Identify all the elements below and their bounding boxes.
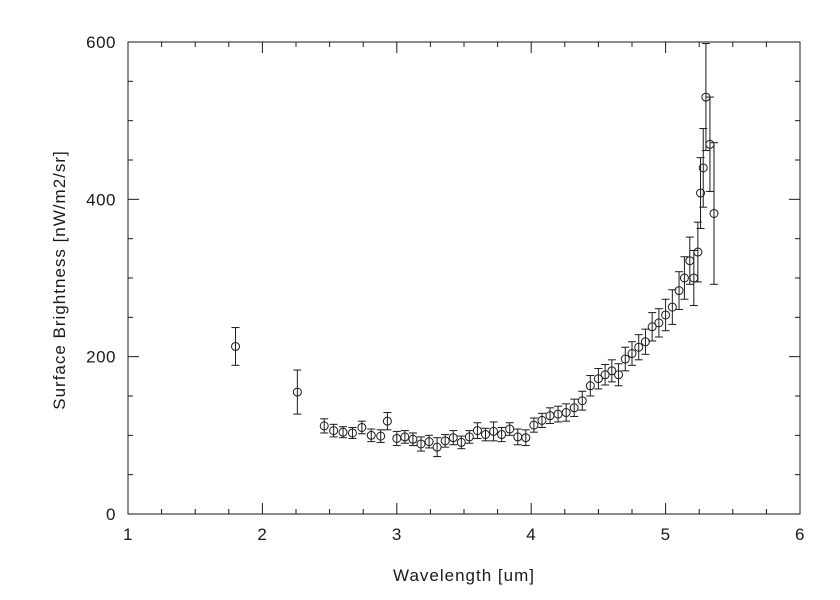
data-point-marker bbox=[537, 415, 547, 425]
data-point-marker bbox=[416, 439, 426, 449]
data-point-marker bbox=[627, 349, 637, 359]
data-point-marker bbox=[634, 342, 644, 352]
data-point-marker bbox=[382, 416, 392, 426]
data-point-marker bbox=[338, 427, 348, 437]
data-point-marker bbox=[640, 337, 650, 347]
data-point-marker bbox=[440, 436, 450, 446]
data-point-marker bbox=[329, 426, 339, 436]
y-tick-label: 200 bbox=[86, 348, 116, 367]
x-tick-label: 5 bbox=[661, 525, 671, 544]
x-tick-label: 3 bbox=[392, 525, 402, 544]
x-tick-label: 2 bbox=[257, 525, 267, 544]
data-point-marker bbox=[464, 432, 474, 442]
data-point-marker bbox=[577, 396, 587, 406]
data-point-marker bbox=[529, 420, 539, 430]
data-point-marker bbox=[505, 424, 515, 434]
data-point-marker bbox=[408, 434, 418, 444]
data-point-marker bbox=[521, 433, 531, 443]
y-tick-label: 600 bbox=[86, 33, 116, 52]
data-point-marker bbox=[456, 437, 466, 447]
data-point-marker bbox=[231, 341, 241, 351]
data-point-marker bbox=[357, 422, 367, 432]
tick-labels: 1 2 3 4 5 6 0 200 400 600 bbox=[86, 33, 805, 544]
data-point-marker bbox=[489, 426, 499, 436]
y-tick-label: 400 bbox=[86, 190, 116, 209]
data-point-marker bbox=[376, 431, 386, 441]
data-point-marker bbox=[693, 247, 703, 257]
data-point-marker bbox=[561, 408, 571, 418]
data-point-marker bbox=[347, 428, 357, 438]
data-point-marker bbox=[600, 370, 610, 380]
data-point-marker bbox=[424, 437, 434, 447]
data-point-marker bbox=[661, 310, 671, 320]
data-point-marker bbox=[709, 208, 719, 218]
data-point-marker bbox=[593, 374, 603, 384]
data-point-marker bbox=[607, 366, 617, 376]
data-point-marker bbox=[614, 370, 624, 380]
x-tick-label: 1 bbox=[123, 525, 133, 544]
data-point-marker bbox=[696, 188, 706, 198]
y-tick-label: 0 bbox=[106, 505, 116, 524]
data-point-marker bbox=[472, 426, 482, 436]
axes-frame bbox=[127, 41, 801, 515]
x-axis-label: Wavelength [um] bbox=[393, 566, 535, 585]
data-series bbox=[231, 43, 719, 458]
data-point-marker bbox=[292, 387, 302, 397]
data-point-marker bbox=[620, 354, 630, 364]
data-point-marker bbox=[432, 442, 442, 452]
data-point-marker bbox=[654, 318, 664, 328]
data-point-marker bbox=[679, 273, 689, 283]
data-point-marker bbox=[674, 286, 684, 296]
y-axis-label: Surface Brightness [nW/m2/sr] bbox=[50, 150, 69, 410]
x-tick-label: 4 bbox=[526, 525, 536, 544]
data-point-marker bbox=[366, 430, 376, 440]
data-point-marker bbox=[448, 433, 458, 443]
data-point-marker bbox=[481, 430, 491, 440]
x-tick-label: 6 bbox=[795, 525, 805, 544]
data-point-marker bbox=[400, 432, 410, 442]
data-point-marker bbox=[698, 163, 708, 173]
data-point-marker bbox=[585, 381, 595, 391]
data-point-marker bbox=[647, 322, 657, 332]
data-point-marker bbox=[319, 421, 329, 431]
data-point-marker bbox=[667, 302, 677, 312]
data-point-marker bbox=[569, 403, 579, 413]
data-point-marker bbox=[497, 430, 507, 440]
